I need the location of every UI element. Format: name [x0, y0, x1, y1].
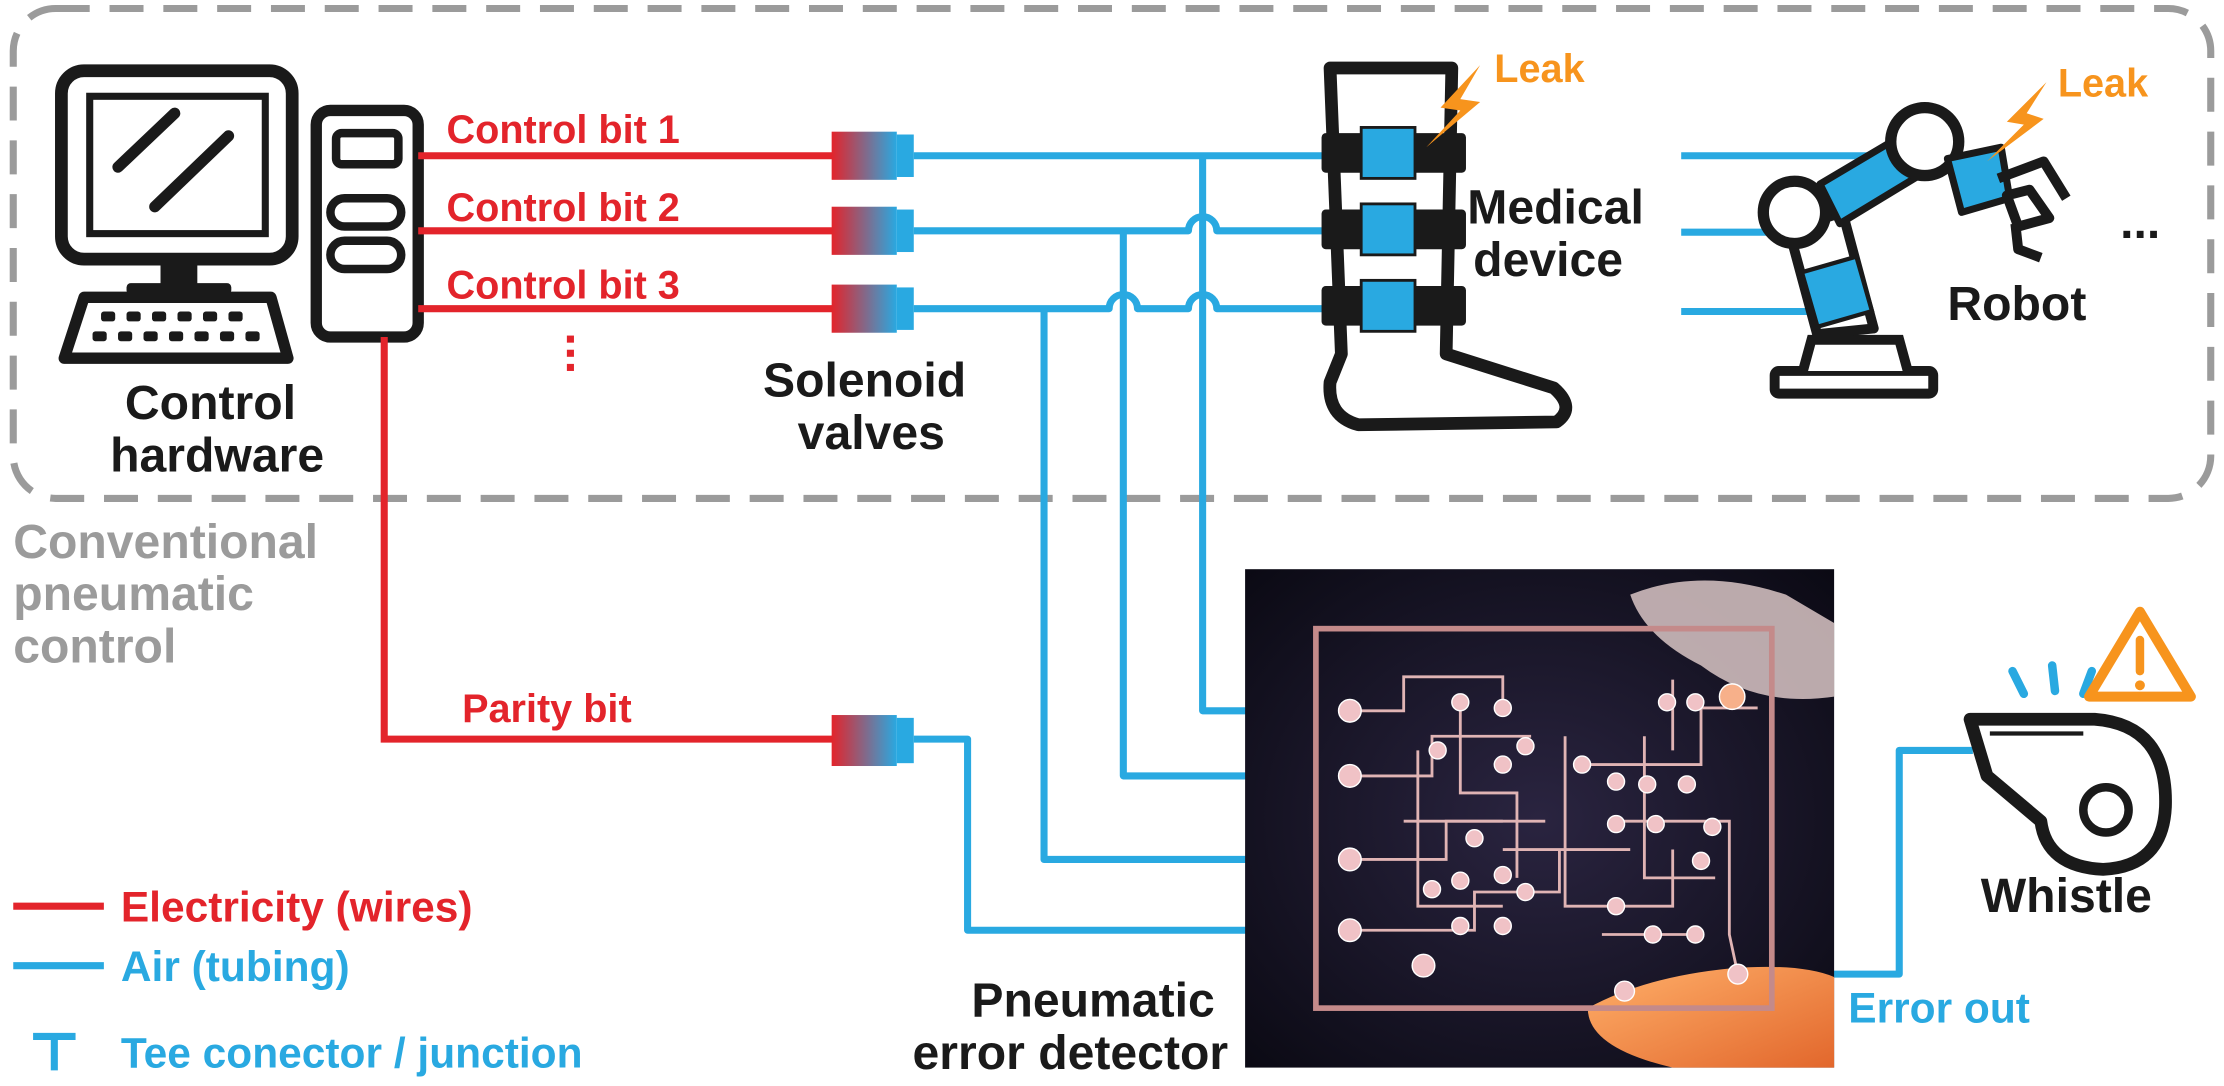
control-bit-2-label: Control bit 2: [447, 186, 680, 230]
control-hardware-label: Control hardware: [110, 376, 324, 482]
chip-photo: [1245, 569, 1835, 1068]
control-bit-1-label: Control bit 1: [447, 108, 680, 152]
control-hardware-line-1: Control: [125, 376, 296, 430]
conventional-line-2: pneumatic: [13, 567, 254, 621]
tower-icon: [310, 104, 424, 343]
solenoid-valve-icon: [831, 131, 914, 767]
pneumatic-detector-label: Pneumatic error detector: [913, 974, 1229, 1080]
legend-wire-label: Electricity (wires): [121, 884, 473, 931]
legend-tee-swatch: [33, 1032, 76, 1071]
electric-wires: [380, 152, 838, 743]
more-devices-ellipsis: ...: [2120, 195, 2160, 249]
pneumatic-detector-line-2: error detector: [913, 1026, 1229, 1080]
lightning-icon: [1987, 82, 2047, 162]
leak-label-2: Leak: [2058, 61, 2149, 105]
solenoid-valves-line-1: Solenoid: [763, 353, 966, 407]
keyboard-icon: [58, 291, 294, 364]
robot-label: Robot: [1947, 277, 2086, 331]
conventional-line-1: Conventional: [13, 515, 318, 569]
medical-device-line-2: device: [1473, 233, 1623, 287]
computer-monitor-icon: [55, 64, 299, 295]
pneumatic-detector-line-1: Pneumatic: [971, 974, 1214, 1028]
whistle-label: Whistle: [1981, 869, 2152, 923]
solenoid-valves-label: Solenoid valves: [763, 353, 980, 459]
conventional-control-box: [9, 4, 2215, 502]
control-hardware-line-2: hardware: [110, 428, 324, 482]
solenoid-valves-line-2: valves: [798, 406, 945, 460]
warning-icon: [2084, 606, 2196, 702]
lightning-icon: [1426, 65, 1481, 148]
medical-device-line-1: Medical: [1467, 181, 1644, 235]
legend-air-label: Air (tubing): [121, 943, 350, 990]
wire-continuation-dots: [566, 335, 574, 371]
conventional-line-3: control: [13, 620, 176, 674]
parity-bit-label: Parity bit: [462, 687, 632, 731]
whistle-icon: [1963, 661, 2172, 876]
error-out-label: Error out: [1848, 984, 2030, 1031]
robot-arm-icon: [1757, 101, 2071, 399]
conventional-control-label: Conventional pneumatic control: [13, 515, 331, 674]
control-bit-3-label: Control bit 3: [447, 264, 680, 308]
medical-device-label: Medical device: [1467, 181, 1657, 287]
legend: Electricity (wires) Air (tubing) Tee con…: [13, 884, 583, 1077]
legend-tee-label: Tee conector / junction: [121, 1030, 583, 1077]
leak-label-1: Leak: [1494, 47, 1585, 91]
leg-brace-icon: [1321, 61, 1573, 432]
